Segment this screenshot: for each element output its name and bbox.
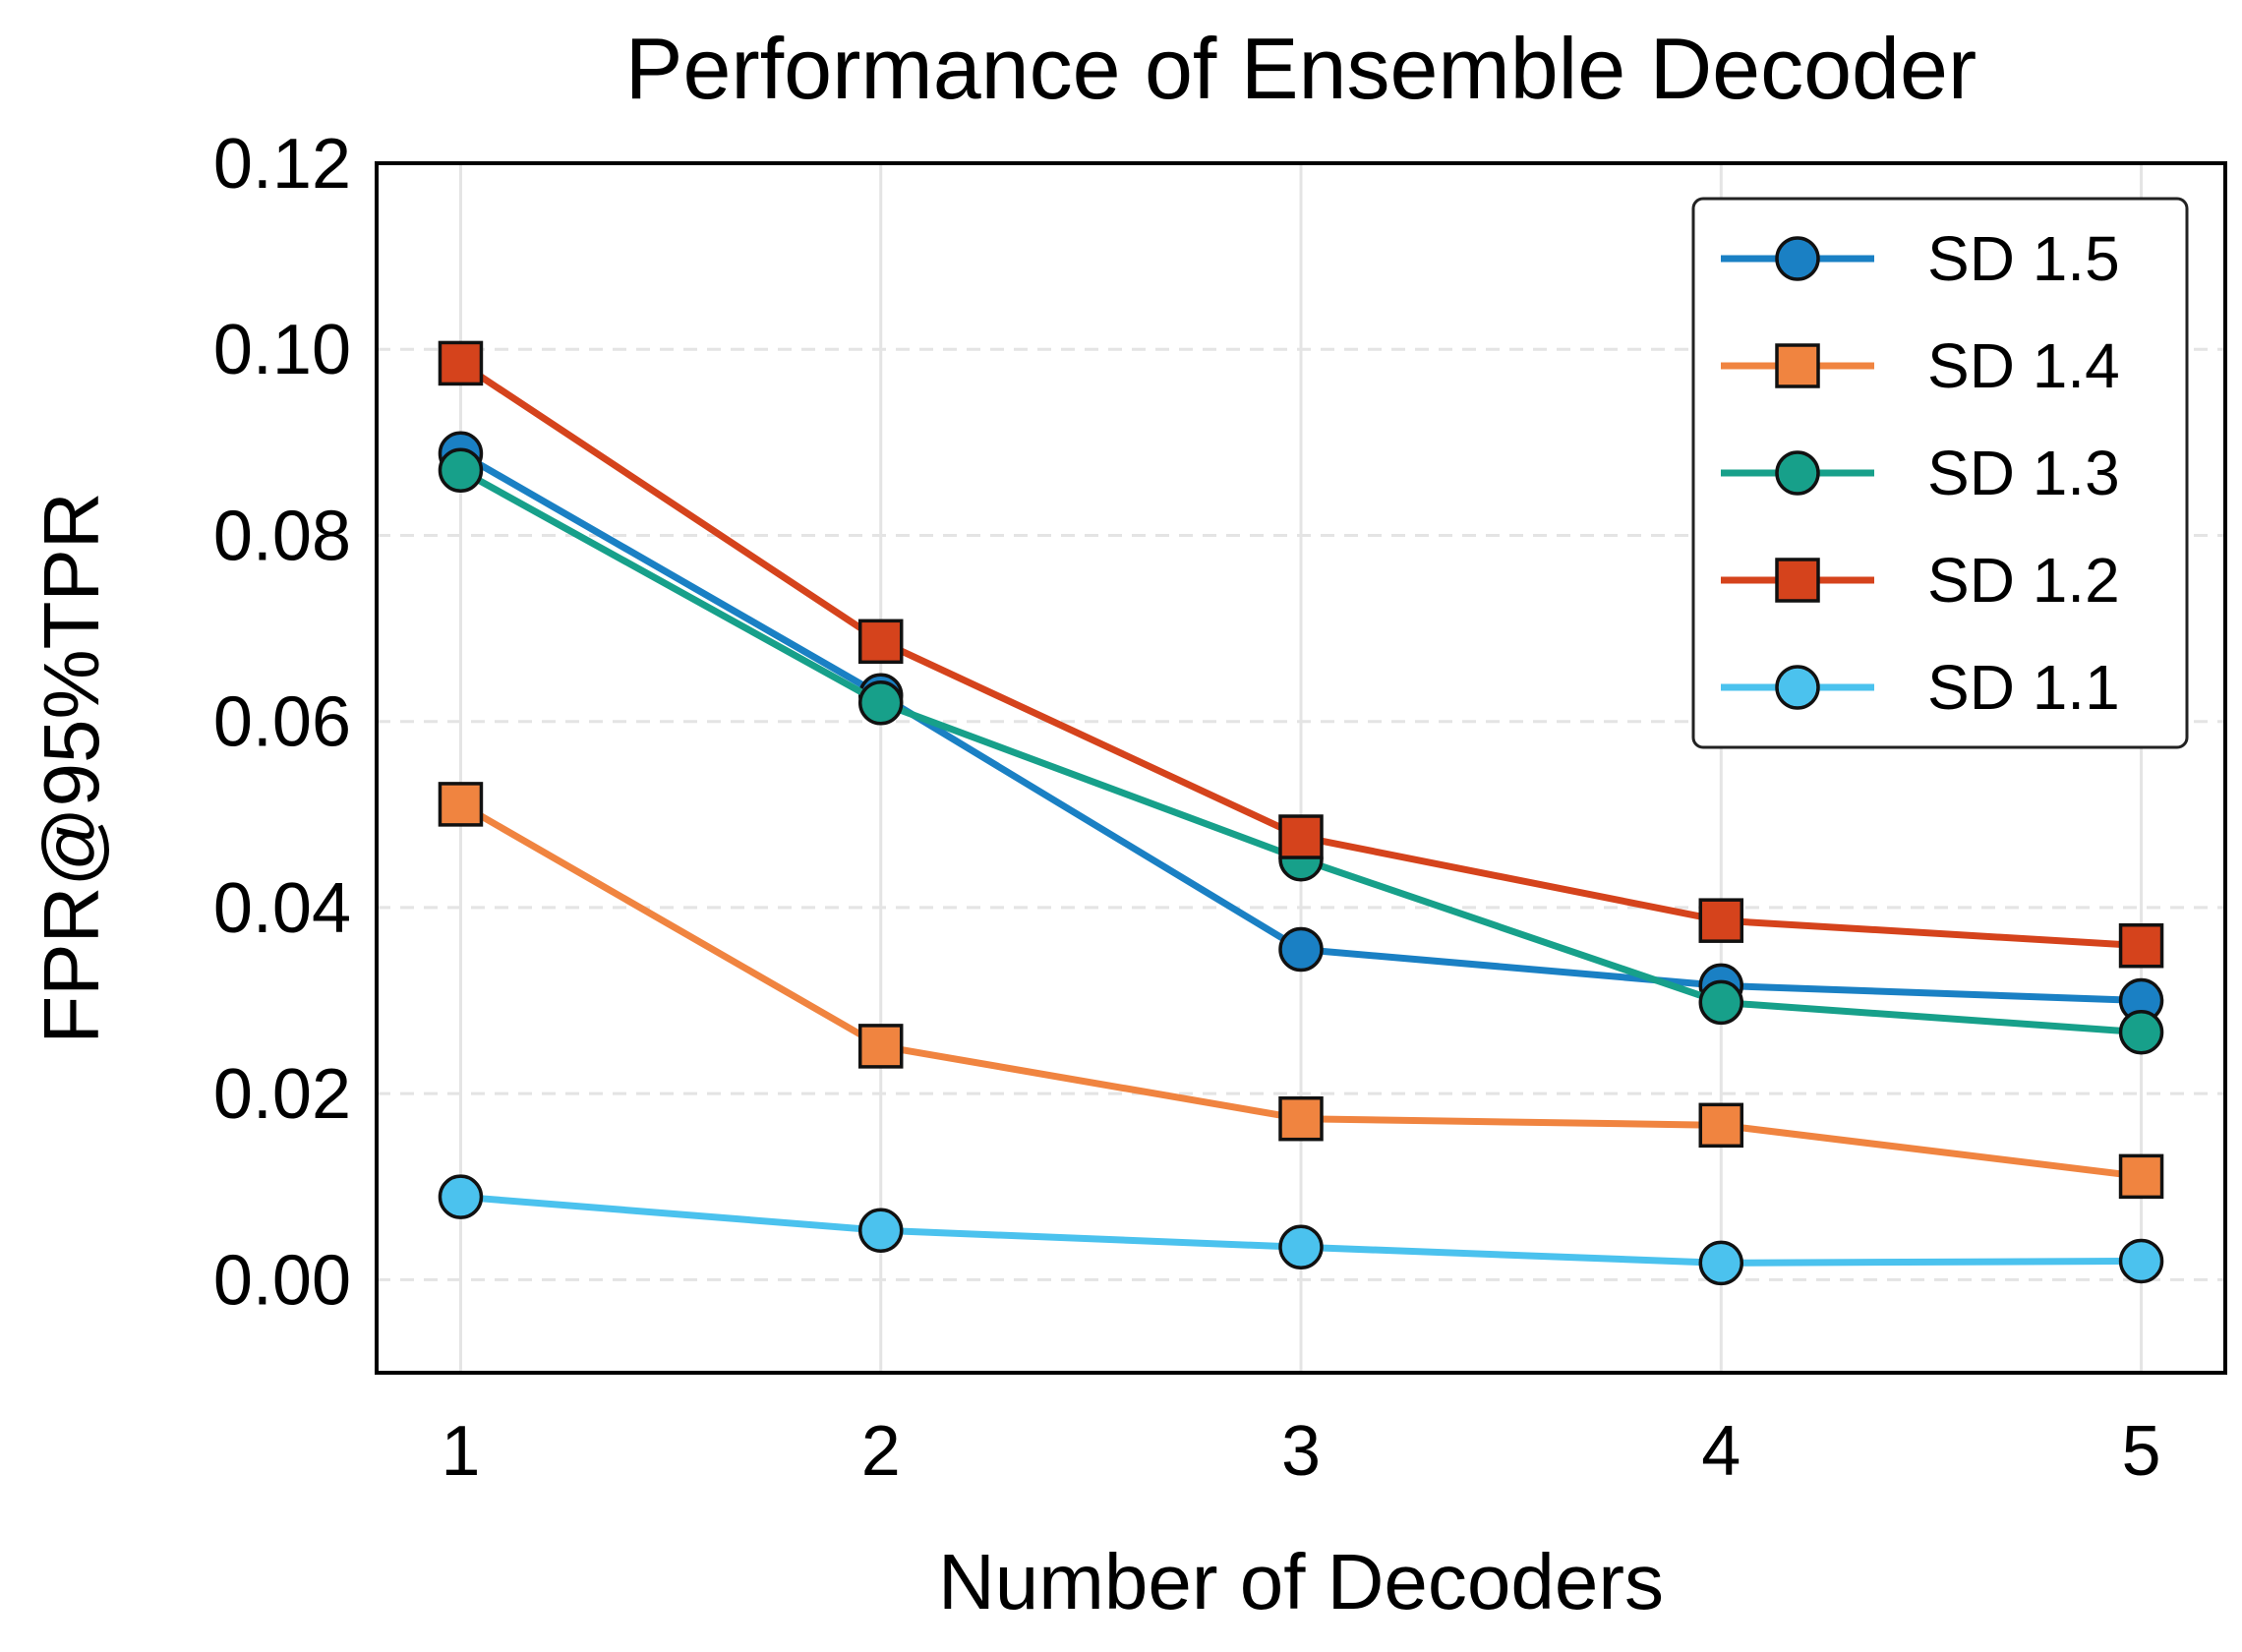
legend-label: SD 1.1 [1927, 652, 2120, 723]
data-point-sd-1-3 [1698, 979, 1744, 1026]
data-point-sd-1-5 [1278, 926, 1324, 973]
data-point-sd-1-4 [857, 1024, 904, 1069]
data-point-sd-1-4 [1278, 1095, 1324, 1142]
legend-label: SD 1.3 [1927, 438, 2120, 508]
data-point-sd-1-4 [1698, 1102, 1744, 1149]
data-point-sd-1-2 [1278, 814, 1324, 859]
legend-marker [1775, 236, 1820, 281]
x-tick-label: 4 [1701, 1412, 1740, 1491]
x-tick-label: 3 [1281, 1412, 1321, 1491]
y-axis-label: FPR@95%TPR [28, 492, 115, 1043]
series-sd-1-4 [438, 782, 2164, 1200]
legend-label: SD 1.2 [1927, 545, 2120, 616]
data-point-sd-1-1 [857, 1208, 904, 1253]
x-tick-label: 1 [441, 1412, 480, 1491]
legend-item: SD 1.2 [1721, 545, 2120, 616]
legend-item: SD 1.5 [1721, 223, 2120, 294]
legend-marker [1775, 450, 1820, 496]
data-point-sd-1-2 [438, 340, 484, 386]
data-point-sd-1-4 [2118, 1153, 2164, 1200]
y-tick-label: 0.08 [213, 497, 351, 575]
data-point-sd-1-1 [1278, 1224, 1324, 1270]
legend-item: SD 1.1 [1721, 652, 2120, 723]
data-point-sd-1-1 [1698, 1240, 1744, 1286]
data-point-sd-1-2 [857, 619, 904, 665]
y-tick-label: 0.10 [213, 311, 351, 389]
plot-frame [375, 161, 2227, 1375]
y-axis-ticks: 0.00 0.02 0.04 0.06 0.08 0.10 0.12 [213, 125, 351, 1320]
x-tick-label: 5 [2122, 1412, 2161, 1491]
legend: SD 1.5 SD 1.4 SD 1.3 SD 1.2 SD 1.1 [1691, 197, 2189, 749]
x-tick-label: 2 [861, 1412, 901, 1491]
data-point-sd-1-1 [2118, 1238, 2164, 1284]
legend-marker [1775, 665, 1820, 710]
data-point-sd-1-2 [2118, 922, 2164, 969]
series-sd-1-1 [438, 1174, 2164, 1286]
y-tick-label: 0.00 [213, 1241, 351, 1320]
data-point-sd-1-4 [438, 782, 484, 827]
data-point-sd-1-1 [438, 1174, 484, 1219]
chart-title: Performance of Ensemble Decoder [625, 20, 1976, 117]
x-axis-ticks: 1 2 3 4 5 [441, 1412, 2160, 1491]
y-tick-label: 0.06 [213, 683, 351, 762]
data-point-sd-1-3 [438, 447, 484, 493]
y-tick-label: 0.04 [213, 869, 351, 948]
data-point-sd-1-3 [2118, 1009, 2164, 1055]
y-tick-label: 0.02 [213, 1055, 351, 1134]
legend-marker [1775, 343, 1820, 388]
series-sd-1-2 [438, 340, 2164, 969]
series-layer [438, 340, 2164, 1286]
legend-item: SD 1.4 [1721, 330, 2120, 401]
legend-box [1691, 197, 2189, 749]
y-tick-label: 0.12 [213, 125, 351, 204]
data-point-sd-1-2 [1698, 898, 1744, 943]
x-axis-label: Number of Decoders [938, 1538, 1664, 1625]
legend-item: SD 1.3 [1721, 438, 2120, 508]
data-point-sd-1-3 [857, 680, 904, 726]
legend-label: SD 1.5 [1927, 223, 2120, 294]
legend-label: SD 1.4 [1927, 330, 2120, 401]
legend-marker [1775, 558, 1820, 603]
